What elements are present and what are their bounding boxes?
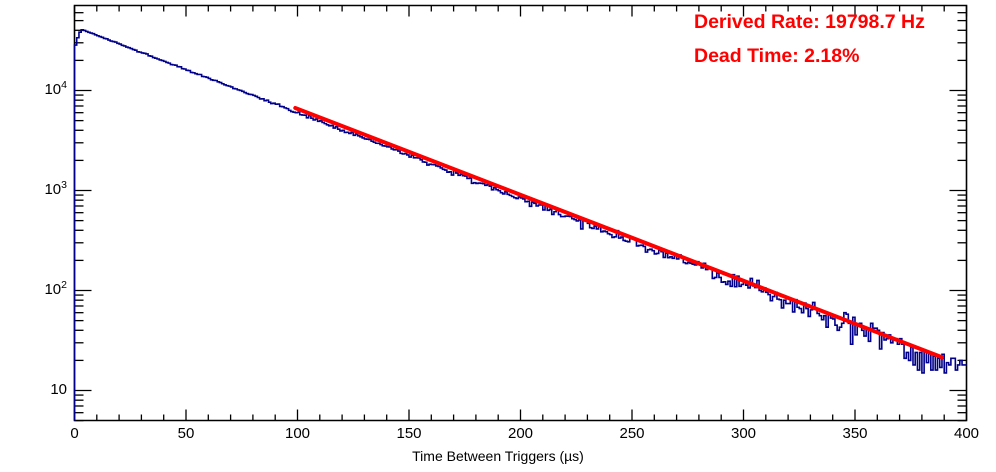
x-tick-label: 100: [284, 425, 311, 442]
x-tick-label: 350: [842, 425, 868, 442]
y-tick-label: 103: [44, 178, 67, 198]
x-tick-label: 200: [507, 425, 534, 442]
exponential-fit-line: [293, 105, 944, 360]
x-tick-label: 50: [177, 425, 195, 442]
x-tick-label: 300: [730, 425, 757, 442]
y-tick-label: 102: [44, 278, 67, 298]
x-axis-ticks: [73, 5, 968, 421]
y-tick-label: 10: [50, 380, 67, 398]
x-axis-title: Time Between Triggers (µs): [412, 448, 584, 464]
x-tick-label: 400: [953, 425, 980, 442]
derived-rate-annotation: Derived Rate: 19798.7 Hz: [694, 11, 925, 33]
y-axis-ticks: [74, 12, 967, 422]
x-tick-label: 250: [619, 425, 645, 442]
x-tick-label: 0: [70, 425, 79, 442]
dead-time-annotation: Dead Time: 2.18%: [694, 45, 860, 67]
y-tick-label: 104: [44, 78, 67, 98]
histogram-series: [73, 28, 967, 421]
x-tick-label: 150: [396, 425, 422, 442]
